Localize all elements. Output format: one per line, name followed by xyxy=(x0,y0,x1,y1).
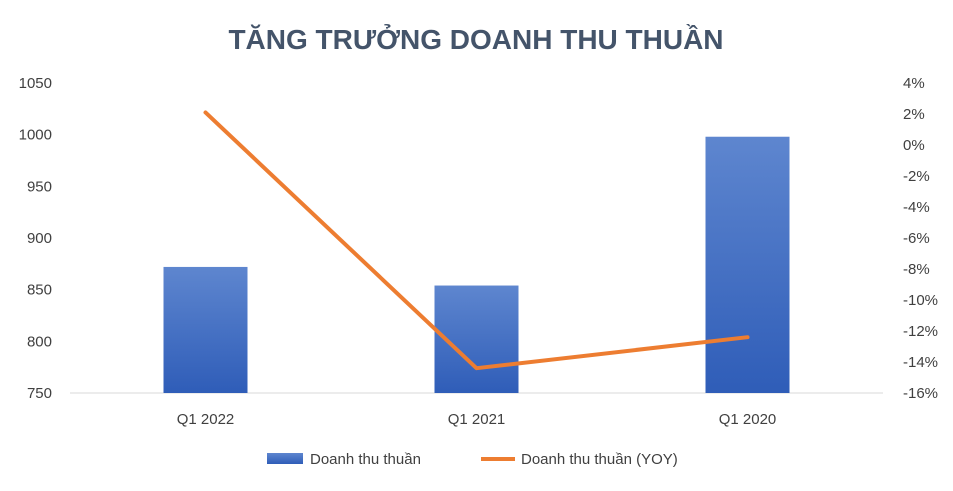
x-tick-label: Q1 2020 xyxy=(719,411,777,428)
series-line xyxy=(203,110,750,371)
right-tick-label: 0% xyxy=(903,137,925,154)
legend-label-bar: Doanh thu thuần xyxy=(310,451,421,468)
right-tick-label: -12% xyxy=(903,323,938,340)
right-tick-label: -14% xyxy=(903,354,938,371)
legend: Doanh thu thuần Doanh thu thuần (YOY) xyxy=(267,451,678,468)
left-tick-label: 950 xyxy=(27,178,52,195)
right-tick-label: 2% xyxy=(903,106,925,123)
x-axis: Q1 2022 Q1 2021 Q1 2020 xyxy=(177,411,777,428)
left-axis: 750 800 850 900 950 1000 1050 xyxy=(19,75,52,402)
right-tick-label: -6% xyxy=(903,230,930,247)
line-series xyxy=(203,110,750,371)
bar-series xyxy=(163,136,790,393)
left-tick-label: 1050 xyxy=(19,75,52,92)
left-tick-label: 1000 xyxy=(19,127,52,144)
legend-swatch-bar xyxy=(267,453,303,464)
right-tick-label: -8% xyxy=(903,261,930,278)
right-tick-label: -10% xyxy=(903,292,938,309)
right-tick-label: -4% xyxy=(903,199,930,216)
x-tick-label: Q1 2022 xyxy=(177,411,235,428)
bar xyxy=(163,266,248,393)
bar xyxy=(705,136,790,393)
left-tick-label: 850 xyxy=(27,282,52,299)
legend-label-line: Doanh thu thuần (YOY) xyxy=(521,451,678,468)
x-tick-label: Q1 2021 xyxy=(448,411,506,428)
right-tick-label: -16% xyxy=(903,385,938,402)
left-tick-label: 900 xyxy=(27,230,52,247)
left-tick-label: 800 xyxy=(27,333,52,350)
right-tick-label: 4% xyxy=(903,75,925,92)
chart-title: TĂNG TRƯỞNG DOANH THU THUẦN xyxy=(228,23,723,55)
right-axis: 4% 2% 0% -2% -4% -6% -8% -10% -12% -14% -16% xyxy=(903,75,938,402)
left-tick-label: 750 xyxy=(27,385,52,402)
right-tick-label: -2% xyxy=(903,168,930,185)
